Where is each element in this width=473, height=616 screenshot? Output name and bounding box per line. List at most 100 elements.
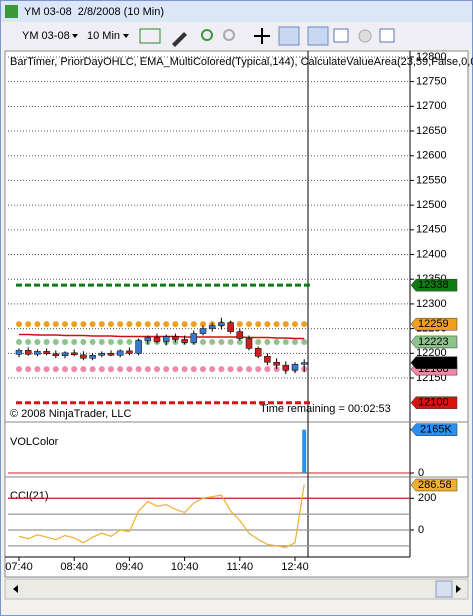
dropdown-arrow[interactable] <box>72 34 78 38</box>
x-tick-label: 09:40 <box>116 561 144 573</box>
level-dot <box>52 338 59 345</box>
level-dot <box>264 366 271 373</box>
candle-body <box>15 350 23 355</box>
level-dot <box>218 338 225 345</box>
level-dot <box>200 366 206 373</box>
level-dot <box>25 338 32 345</box>
level-dot <box>126 366 133 373</box>
level-dot <box>71 366 78 373</box>
price-label-box <box>410 278 458 292</box>
level-dot <box>52 321 59 328</box>
level-dot <box>62 366 68 373</box>
panel-title: VOLColor <box>10 436 59 448</box>
level-dot <box>236 321 243 328</box>
level-dot <box>236 338 243 345</box>
level-dot <box>89 321 96 328</box>
y-tick-label: 0 <box>418 467 424 479</box>
level-dot <box>190 321 197 328</box>
level-dot <box>135 321 142 328</box>
candle-body <box>70 352 78 356</box>
level-dot <box>273 321 280 328</box>
properties-button[interactable] <box>358 29 372 43</box>
data-box-button[interactable] <box>278 26 300 46</box>
candle-body <box>218 322 225 326</box>
level-dot <box>80 338 87 345</box>
level-dot <box>218 366 225 373</box>
zoom-out-button[interactable] <box>223 29 235 41</box>
price-label-box <box>410 396 458 409</box>
y-tick-label: 12300 <box>416 298 447 310</box>
price-label: 12259 <box>418 318 449 330</box>
level-dot <box>209 366 216 373</box>
bar-type-button[interactable] <box>139 28 161 44</box>
level-dot <box>292 321 298 328</box>
candle-body <box>162 336 170 342</box>
y-tick-label: 2165K <box>420 424 452 436</box>
level-dot <box>255 338 262 345</box>
value-label-box <box>410 423 458 436</box>
level-dot <box>43 338 50 345</box>
draw-button[interactable] <box>172 32 187 47</box>
level-dot <box>108 366 114 373</box>
y-tick-label: 12600 <box>416 150 447 162</box>
dropdown-arrow[interactable] <box>123 34 129 38</box>
candle-body <box>98 353 106 356</box>
level-dot <box>89 338 96 345</box>
level-dot <box>209 338 216 345</box>
crosshair-button[interactable] <box>254 28 270 44</box>
y-tick-label: 12800 <box>416 51 447 63</box>
level-dot <box>163 366 170 373</box>
candle-body <box>52 353 60 357</box>
level-dot <box>62 321 68 328</box>
price-label-box <box>410 335 458 349</box>
level-dot <box>16 321 22 328</box>
scrollbar[interactable] <box>4 578 469 600</box>
level-dot <box>144 366 151 373</box>
x-tick-label: 10:40 <box>171 561 199 573</box>
candle-body <box>24 350 32 355</box>
level-dot <box>34 338 41 345</box>
scroll-left[interactable] <box>13 585 18 593</box>
cci-line <box>18 484 305 549</box>
level-dot <box>264 338 271 345</box>
interval-dropdown[interactable]: 10 Min <box>87 30 120 42</box>
price-label: 12100 <box>418 397 449 409</box>
strategy-button[interactable] <box>307 26 329 46</box>
level-dot <box>108 321 114 328</box>
zoom-in-button[interactable] <box>201 29 213 41</box>
price-label: 12338 <box>418 279 449 291</box>
level-dot <box>34 366 41 373</box>
level-dot <box>273 338 280 345</box>
value-label: 286.58 <box>418 479 452 491</box>
level-dot <box>282 321 289 328</box>
time-remaining: Time remaining = 00:02:53 <box>260 403 391 415</box>
x-tick-label: 07:40 <box>5 561 33 573</box>
candle-body <box>227 322 234 332</box>
level-dot <box>227 366 234 373</box>
volume-bar <box>302 429 307 473</box>
level-dot <box>172 321 179 328</box>
level-dot <box>227 338 234 345</box>
indicator-button[interactable] <box>333 28 349 43</box>
level-dot <box>71 338 78 345</box>
scroll-right[interactable] <box>456 585 461 593</box>
level-dot <box>255 321 262 328</box>
price-label-box <box>410 317 458 331</box>
scroll-thumb[interactable] <box>435 580 453 598</box>
x-tick-label: 08:40 <box>60 561 88 573</box>
level-dot <box>181 321 188 328</box>
candle-body <box>172 336 179 340</box>
toolbar <box>1 23 472 49</box>
y-tick-label: 12200 <box>416 347 447 359</box>
candle-body <box>153 337 161 342</box>
level-dot <box>200 321 206 328</box>
panel-title: CCI(21) <box>10 490 49 502</box>
copyright: © 2008 NinjaTrader, LLC <box>10 408 131 420</box>
candle-body <box>190 333 198 343</box>
data-grid-button[interactable] <box>379 28 395 43</box>
instrument-dropdown[interactable]: YM 03-08 <box>22 30 70 42</box>
level-dot <box>98 321 105 328</box>
y-tick-label: 12700 <box>416 100 447 112</box>
y-tick-label: 12450 <box>416 224 447 236</box>
candle-body <box>89 355 96 359</box>
